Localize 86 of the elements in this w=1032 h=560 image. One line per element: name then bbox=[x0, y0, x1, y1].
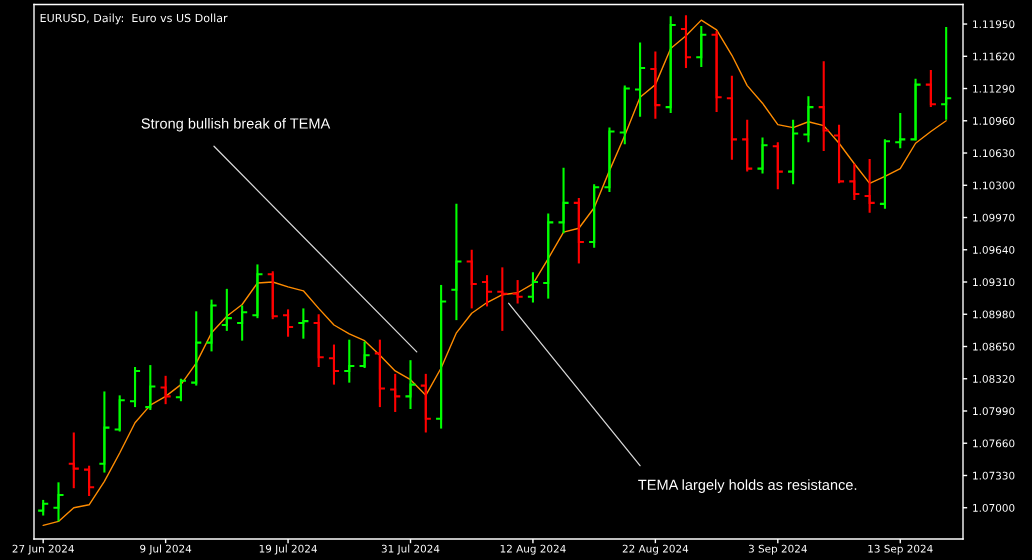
candlestick bbox=[419, 372, 432, 434]
candlestick bbox=[52, 481, 65, 523]
candlestick bbox=[649, 50, 662, 120]
text: EURUSD, Daily: Euro vs US Dollar bbox=[40, 13, 228, 25]
candlestick bbox=[404, 359, 417, 411]
y-tick-label: 1.10630 bbox=[973, 149, 1015, 158]
candlestick bbox=[190, 310, 203, 387]
candlestick bbox=[787, 118, 800, 186]
candlestick bbox=[817, 60, 830, 153]
candlestick bbox=[741, 118, 754, 173]
y-tick-label: 1.07660 bbox=[973, 439, 1015, 448]
y-tick-label: 1.10300 bbox=[973, 181, 1015, 190]
candlestick bbox=[159, 374, 172, 406]
candlestick bbox=[725, 74, 738, 161]
candlestick bbox=[588, 183, 601, 249]
candlestick bbox=[281, 308, 295, 338]
candlestick bbox=[113, 394, 126, 433]
y-tick-label: 1.11620 bbox=[973, 52, 1015, 61]
x-tick-label: 19 Jul 2024 bbox=[259, 544, 317, 555]
candlestick bbox=[542, 212, 555, 300]
candlestick bbox=[848, 162, 861, 201]
candlestick bbox=[496, 266, 509, 332]
candlestick bbox=[526, 271, 540, 304]
x-tick-label: 13 Sep 2024 bbox=[868, 544, 933, 555]
annotation: TEMA largely holds as resistance. bbox=[638, 479, 857, 493]
candlestick bbox=[940, 25, 953, 121]
candlestick bbox=[327, 343, 341, 386]
candlestick bbox=[98, 390, 111, 474]
x-tick-label: 9 Jul 2024 bbox=[140, 544, 192, 555]
candlestick bbox=[174, 377, 188, 403]
y-tick-label: 1.08320 bbox=[973, 374, 1015, 383]
y-tick-label: 1.08980 bbox=[973, 310, 1015, 319]
candlestick bbox=[435, 283, 448, 430]
candlestick bbox=[83, 464, 96, 498]
x-tick-label: 22 Aug 2024 bbox=[622, 544, 689, 555]
candlestick bbox=[664, 15, 677, 114]
candlestick bbox=[924, 68, 937, 109]
y-tick-label: 1.08650 bbox=[973, 342, 1015, 351]
candlestick bbox=[695, 24, 708, 69]
candlestick bbox=[480, 274, 494, 308]
candlestick bbox=[373, 338, 386, 409]
candlestick bbox=[679, 14, 693, 70]
candlestick bbox=[557, 166, 570, 235]
candlestick bbox=[863, 157, 876, 214]
candlestick bbox=[297, 307, 310, 340]
candlestick bbox=[266, 270, 279, 321]
y-tick-label: 1.10960 bbox=[973, 117, 1015, 125]
candlestick bbox=[144, 364, 157, 412]
candlestick bbox=[802, 95, 815, 144]
candlestick bbox=[511, 279, 524, 305]
y-tick-label: 1.09640 bbox=[973, 245, 1015, 254]
y-tick-label: 1.07000 bbox=[973, 503, 1015, 512]
candlestick bbox=[618, 84, 631, 146]
candlestick bbox=[251, 263, 264, 320]
candlestick bbox=[603, 126, 616, 194]
candlestick bbox=[236, 304, 249, 342]
x-tick-label: 3 Sep 2024 bbox=[748, 544, 807, 555]
annotation: Strong bullish break of TEMA bbox=[141, 117, 331, 132]
candlestick bbox=[312, 313, 325, 369]
candlestick bbox=[878, 138, 892, 210]
candlestick bbox=[343, 338, 356, 384]
x-tick-label: 12 Aug 2024 bbox=[500, 544, 566, 555]
y-tick-label: 1.11290 bbox=[973, 84, 1015, 93]
candlestick bbox=[128, 365, 142, 409]
candlestick bbox=[450, 202, 463, 322]
y-tick-label: 1.11950 bbox=[973, 20, 1015, 29]
candlestick bbox=[710, 29, 723, 114]
candlestick bbox=[771, 141, 784, 191]
y-tick-label: 1.07330 bbox=[973, 471, 1015, 480]
candlestick bbox=[909, 77, 922, 142]
candlestick bbox=[358, 340, 371, 370]
candlestick bbox=[205, 298, 218, 353]
x-tick-label: 31 Jul 2024 bbox=[381, 544, 440, 555]
candlestick bbox=[756, 136, 769, 175]
candlestick bbox=[389, 372, 402, 414]
candlestick bbox=[633, 41, 647, 118]
x-tick-label: 27 Jun 2024 bbox=[12, 544, 74, 555]
candlestick bbox=[832, 123, 846, 185]
candlestick bbox=[572, 196, 585, 265]
candlestick bbox=[894, 111, 907, 150]
candlestick bbox=[220, 287, 233, 332]
candlestick bbox=[67, 431, 80, 490]
y-tick-label: 1.09970 bbox=[973, 213, 1015, 222]
y-tick-label: 1.07990 bbox=[973, 407, 1015, 416]
candlestick bbox=[465, 248, 478, 310]
y-tick-label: 1.09310 bbox=[973, 278, 1015, 287]
